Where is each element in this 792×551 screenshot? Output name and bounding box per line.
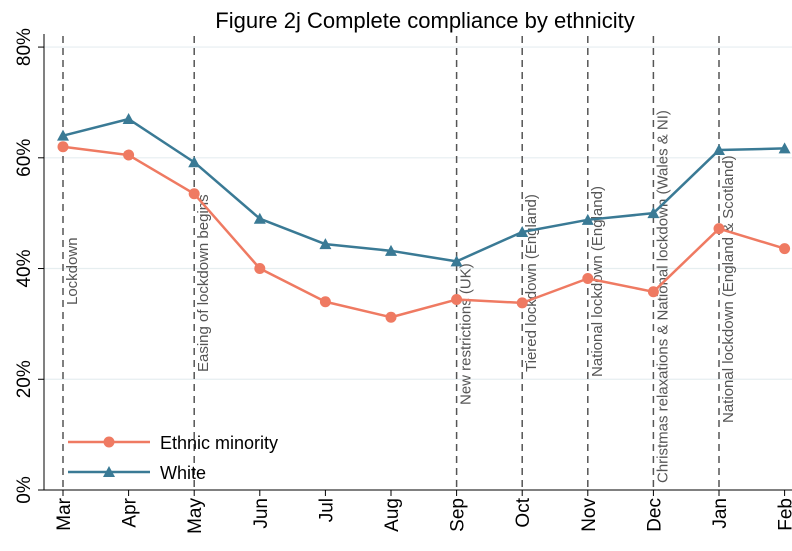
event-annotations: Lockdown Easing of lockdown begins New res… — [62, 36, 737, 490]
event-label: New restrictions (UK) — [458, 263, 475, 405]
chart-title: Figure 2j Complete compliance by ethnici… — [215, 8, 634, 33]
data-point — [254, 263, 266, 275]
data-point — [713, 223, 725, 235]
x-tick-label: Feb — [776, 498, 792, 531]
data-point — [516, 297, 528, 309]
data-point — [253, 212, 266, 224]
data-point — [319, 238, 332, 250]
data-point — [451, 294, 463, 306]
event-label: National lockdown (England & Scotland) — [720, 155, 737, 423]
data-point — [385, 311, 397, 323]
data-point — [713, 144, 725, 156]
data-point — [319, 296, 331, 308]
y-tick-label: 40% — [14, 249, 35, 287]
event-label: Lockdown — [64, 237, 81, 305]
event-label: Tiered lockdown (England) — [523, 194, 540, 372]
x-tick-label: Jul — [316, 498, 337, 522]
y-tick-label: 80% — [14, 28, 35, 66]
x-tick-label: Aug — [382, 498, 403, 532]
series-lines — [57, 113, 791, 323]
x-tick-label: Jan — [710, 498, 731, 529]
x-tick-label: Oct — [513, 497, 534, 527]
legend-marker-ethnic-minority — [103, 436, 115, 448]
grid — [44, 46, 792, 380]
x-tick-label: Apr — [120, 497, 141, 527]
event-label: Christmas relaxations & National lockdow… — [654, 110, 671, 483]
event-label: Easing of lockdown begins — [195, 194, 212, 372]
data-point — [385, 244, 397, 256]
x-tick-label: Nov — [579, 498, 600, 532]
x-tick-label: May — [185, 498, 206, 534]
data-point — [188, 156, 201, 168]
data-point — [647, 207, 660, 219]
series-line-ethnic-minority — [62, 145, 785, 319]
legend-label-ethnic-minority: Ethnic minority — [160, 433, 278, 453]
data-point — [647, 286, 659, 298]
legend-label-white: White — [160, 463, 206, 483]
y-tick-label: 0% — [14, 476, 35, 504]
y-tick-label: 20% — [14, 360, 35, 398]
x-tick-label: Mar — [54, 497, 75, 530]
data-point — [779, 243, 791, 255]
data-point — [516, 225, 529, 237]
axes: 0% 20% 40% 60% 80% Mar Apr May Jun Jul Aug Sep Oct No… — [14, 28, 792, 534]
x-tick-label: Jun — [251, 498, 272, 529]
data-point — [57, 129, 69, 141]
legend-marker-white — [103, 466, 115, 477]
data-point — [188, 188, 200, 200]
data-point — [123, 149, 135, 161]
data-point — [778, 142, 791, 154]
legend: Ethnic minority White — [68, 433, 278, 483]
y-tick-label: 60% — [14, 139, 35, 177]
data-point — [450, 255, 463, 267]
data-point — [581, 213, 594, 225]
data-point — [57, 141, 69, 153]
x-tick-label: Dec — [644, 498, 665, 532]
series-line-white — [62, 117, 785, 263]
data-point — [582, 273, 594, 285]
data-point — [122, 113, 135, 125]
x-tick-label: Sep — [448, 498, 469, 532]
